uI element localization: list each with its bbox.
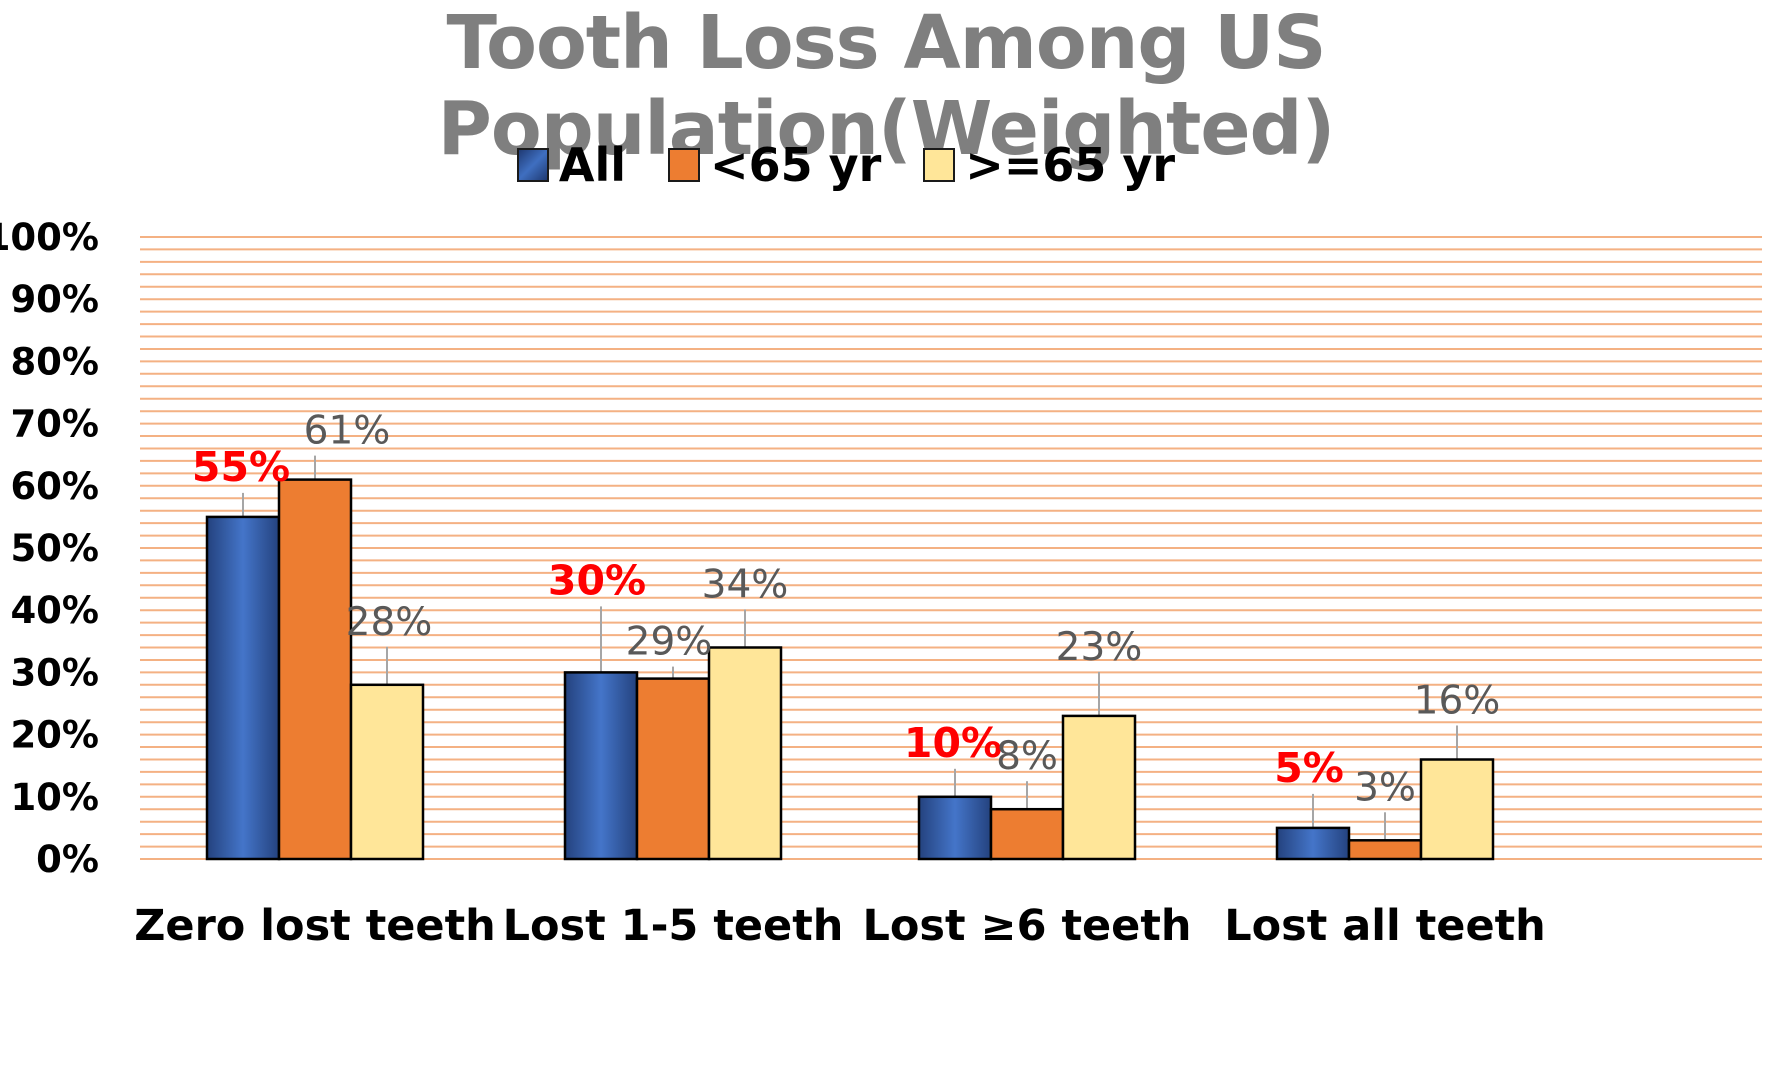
legend: All <65 yr >=65 yr	[0, 138, 1732, 192]
x-tick-label: Lost all teeth	[1224, 901, 1546, 951]
data-label: 30%	[548, 556, 646, 604]
legend-item-65-plus: >=65 yr	[923, 138, 1175, 192]
legend-label-all: All	[558, 138, 627, 192]
bar-65yr-3	[1347, 839, 1423, 861]
bar-all-2	[917, 795, 993, 861]
y-tick-label: 40%	[10, 589, 99, 632]
bar-65yr-2	[1061, 714, 1137, 861]
y-tick-label: 80%	[10, 340, 99, 383]
legend-item-under-65: <65 yr	[668, 138, 881, 192]
y-tick-label: 70%	[10, 403, 99, 446]
bar-all-0	[205, 515, 281, 861]
label-leaders	[242, 455, 1458, 841]
data-label: 23%	[1056, 625, 1143, 670]
data-label: 8%	[996, 734, 1058, 779]
chart-title: Tooth Loss Among US Population(Weighted)	[437, 0, 1336, 172]
bar-65yr-2	[989, 807, 1065, 861]
data-label: 16%	[1414, 679, 1501, 724]
bar-all-3	[1275, 826, 1351, 861]
legend-label-65-plus: >=65 yr	[965, 138, 1176, 192]
y-tick-label: 20%	[10, 714, 99, 757]
data-labels: 55% 61% 28% 30% 29% 34% 10%8% 23% 5% 3% 16%	[192, 409, 1500, 811]
bar-65yr-1	[635, 677, 711, 861]
data-label: 55%	[192, 443, 290, 491]
data-label: 34%	[702, 563, 789, 608]
bars	[205, 478, 1495, 861]
x-axis: Zero lost teeth Lost 1-5 teeth Lost ≥6 tee…	[134, 901, 1546, 951]
x-tick-label: Zero lost teeth	[134, 901, 496, 951]
y-axis: 0% 10% 20% 30% 40% 50% 60% 70% 80% 90% 100%	[0, 216, 99, 881]
data-label: 5%	[1274, 744, 1344, 792]
y-tick-label: 50%	[10, 527, 99, 570]
y-tick-label: 10%	[10, 776, 99, 819]
data-label: 3%	[1354, 765, 1416, 810]
bar-65yr-0	[277, 478, 353, 861]
legend-swatch-all	[516, 148, 549, 182]
data-label: 28%	[346, 600, 433, 645]
y-tick-label: 30%	[10, 651, 99, 694]
data-label: 61%	[304, 409, 391, 454]
y-tick-label: 90%	[10, 278, 99, 321]
legend-label-under-65: <65 yr	[710, 138, 882, 192]
x-tick-label: Lost 1-5 teeth	[503, 901, 844, 951]
bar-all-1	[563, 671, 639, 861]
data-label: 10%	[904, 719, 1002, 767]
x-tick-label: Lost ≥6 teeth	[862, 901, 1191, 951]
legend-swatch-under-65	[668, 148, 701, 182]
y-tick-label: 100%	[0, 216, 99, 259]
y-tick-label: 60%	[10, 465, 99, 508]
legend-item-all: All	[516, 138, 627, 192]
y-tick-label: 0%	[36, 838, 99, 881]
data-label: 29%	[626, 620, 713, 665]
bar-65yr-1	[707, 646, 783, 861]
legend-swatch-65-plus	[923, 148, 956, 182]
bar-65yr-0	[349, 683, 425, 861]
bar-65yr-3	[1419, 758, 1495, 861]
